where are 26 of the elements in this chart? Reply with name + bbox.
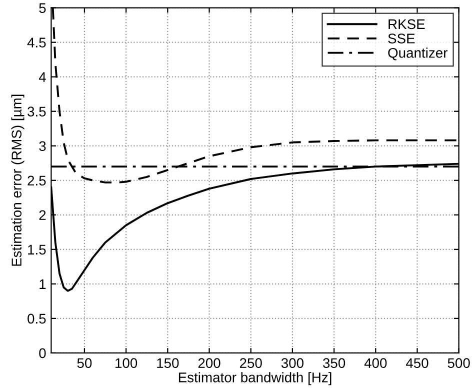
y-tick-label: 3 [39, 141, 46, 152]
x-tick-label: 100 [116, 358, 138, 368]
y-axis-title: Estimation error (RMS) [µm] [11, 94, 24, 266]
y-tick-label: 2.5 [28, 176, 46, 186]
legend-label: RKSE [388, 19, 425, 30]
y-tick-label: 0.5 [28, 314, 46, 324]
y-tick-label: 3.5 [28, 106, 46, 117]
x-axis-title: Estimator bandwidth [Hz] [178, 372, 332, 386]
y-tick-label: 4.5 [27, 38, 46, 48]
x-tick-label: 350 [322, 358, 346, 368]
y-tick-label: 0 [39, 348, 46, 358]
x-tick-label: 200 [198, 358, 220, 368]
y-tick-label: 4 [38, 72, 46, 82]
x-tick-label: 500 [448, 358, 470, 368]
legend-label: SSE [388, 34, 415, 44]
y-tick-label: 5 [39, 3, 46, 13]
x-tick-label: 150 [157, 358, 179, 368]
y-tick-label: 1 [40, 279, 46, 289]
legend-label: Quantizer [388, 48, 448, 60]
y-tick-label: 2 [39, 210, 46, 220]
x-tick-label: 50 [77, 358, 92, 368]
x-tick-label: 250 [240, 358, 262, 368]
y-tick-label: 1.5 [28, 244, 46, 255]
x-tick-label: 300 [281, 358, 304, 368]
x-tick-label: 450 [406, 358, 428, 368]
x-tick-label: 400 [364, 358, 387, 368]
